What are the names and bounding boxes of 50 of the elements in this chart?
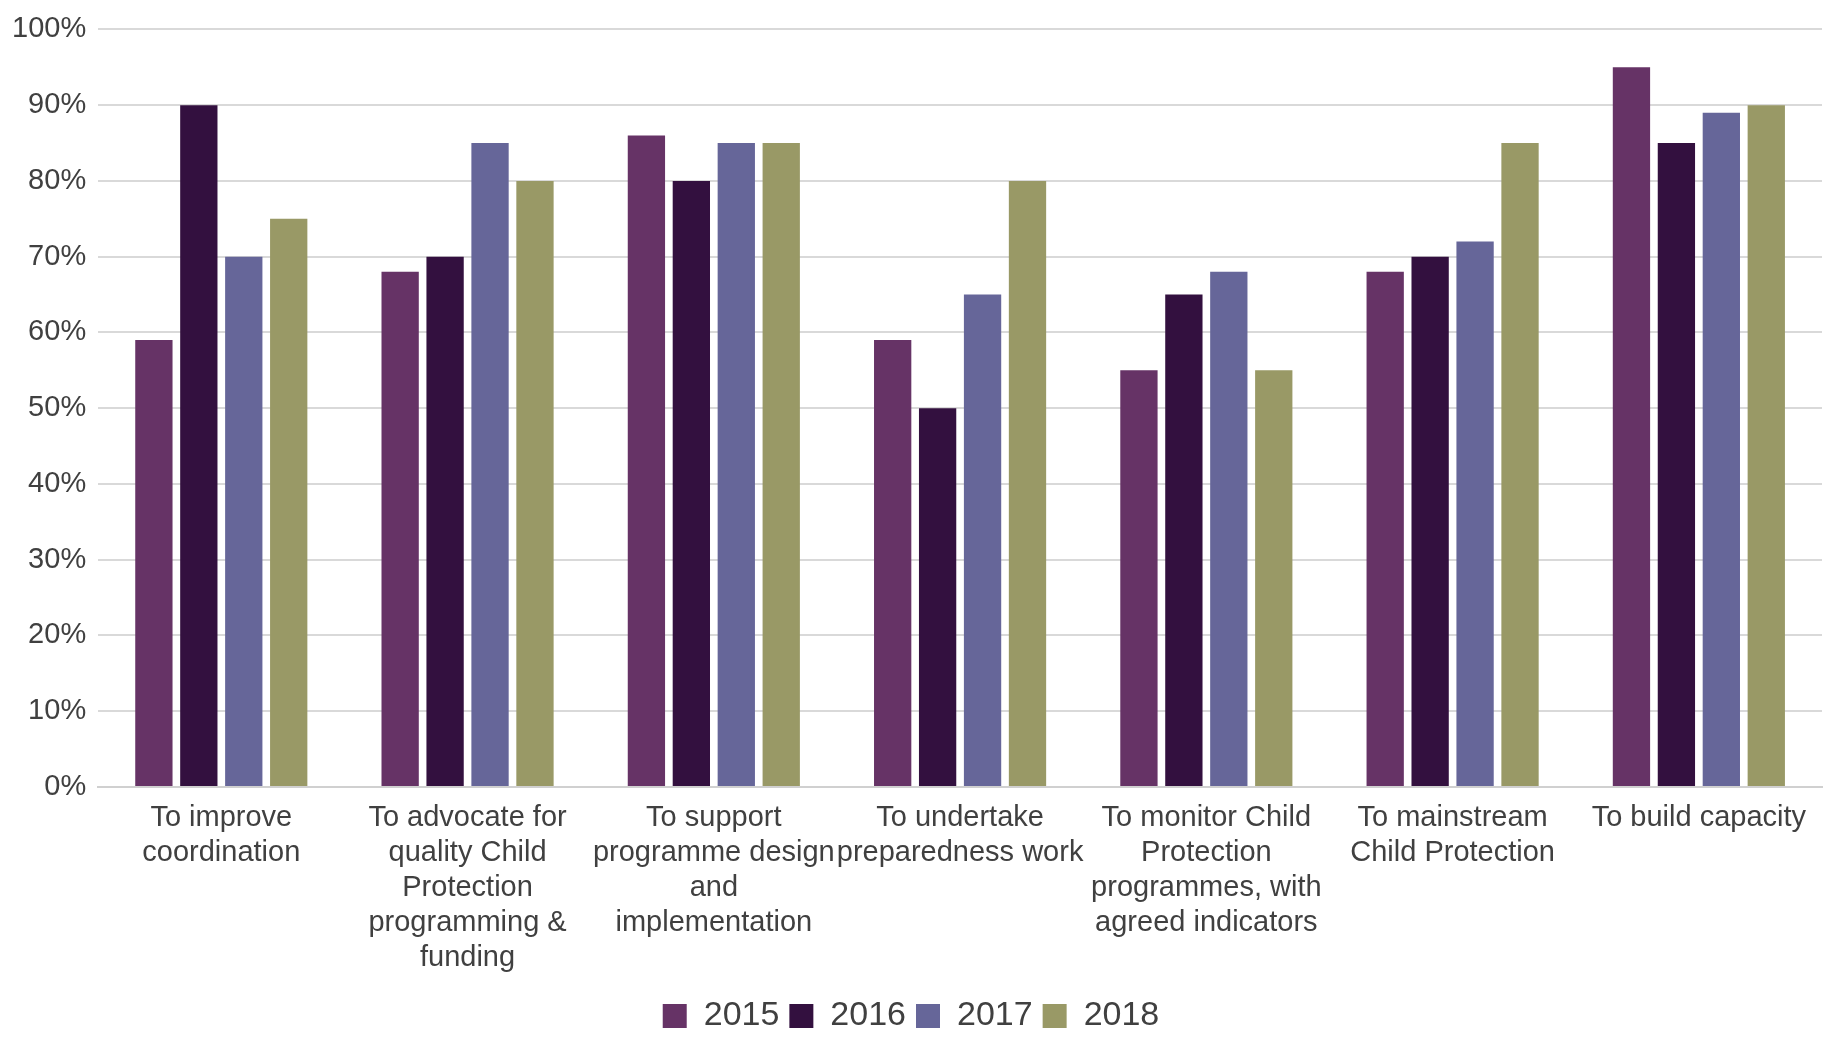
legend-label: 2015 — [703, 994, 780, 1033]
bar — [717, 143, 755, 786]
legend-label: 2016 — [830, 994, 906, 1033]
y-tick-label: 60% — [28, 314, 87, 347]
x-tick-label: To improve coordination — [142, 800, 301, 868]
bar — [135, 340, 173, 786]
bar — [1366, 271, 1404, 786]
y-tick-label: 20% — [28, 617, 87, 650]
y-tick-label: 30% — [28, 541, 87, 574]
x-tick-label: To undertake preparedness work — [836, 800, 1084, 868]
bar — [1120, 370, 1158, 786]
bar — [963, 294, 1002, 786]
bar — [1612, 67, 1651, 786]
y-tick-label: 90% — [28, 87, 87, 120]
bar — [627, 135, 666, 786]
bar — [1702, 112, 1740, 786]
bar — [1456, 241, 1494, 786]
bar — [180, 105, 218, 786]
bar — [1255, 370, 1293, 786]
bar — [762, 143, 800, 786]
bar — [672, 180, 710, 786]
y-tick-label: 80% — [28, 162, 87, 195]
legend-label: 2017 — [957, 994, 1033, 1033]
legend-label: 2018 — [1083, 994, 1160, 1033]
y-tick-label: 10% — [28, 693, 87, 726]
bar — [918, 408, 957, 786]
y-tick-label: 50% — [28, 390, 87, 423]
bar — [874, 340, 912, 786]
bar — [1008, 180, 1047, 786]
bar — [1657, 143, 1696, 786]
y-tick-label: 0% — [44, 769, 87, 801]
x-tick-label: To support programme design and implementation — [592, 800, 835, 937]
x-tick-label: To advocate for quality Child Protection programming & funding — [368, 800, 568, 972]
bar — [471, 143, 509, 786]
bar — [270, 218, 308, 786]
bar — [1210, 271, 1248, 786]
y-tick-label: 70% — [28, 238, 87, 271]
bar — [426, 256, 464, 786]
x-tick-label: To mainstream Child Protection — [1350, 800, 1555, 868]
bar — [1747, 105, 1785, 786]
bar — [225, 256, 263, 786]
bar — [381, 271, 419, 786]
x-tick-label: To monitor Child Protection programmes, with agreed indicators — [1091, 800, 1322, 937]
bar — [1411, 256, 1449, 786]
bar — [1165, 294, 1203, 786]
y-tick-label: 40% — [28, 465, 87, 498]
bar — [516, 180, 554, 786]
bar — [1501, 143, 1539, 786]
x-tick-label: To build capacity — [1591, 800, 1807, 833]
y-tick-label: 100% — [12, 11, 87, 44]
